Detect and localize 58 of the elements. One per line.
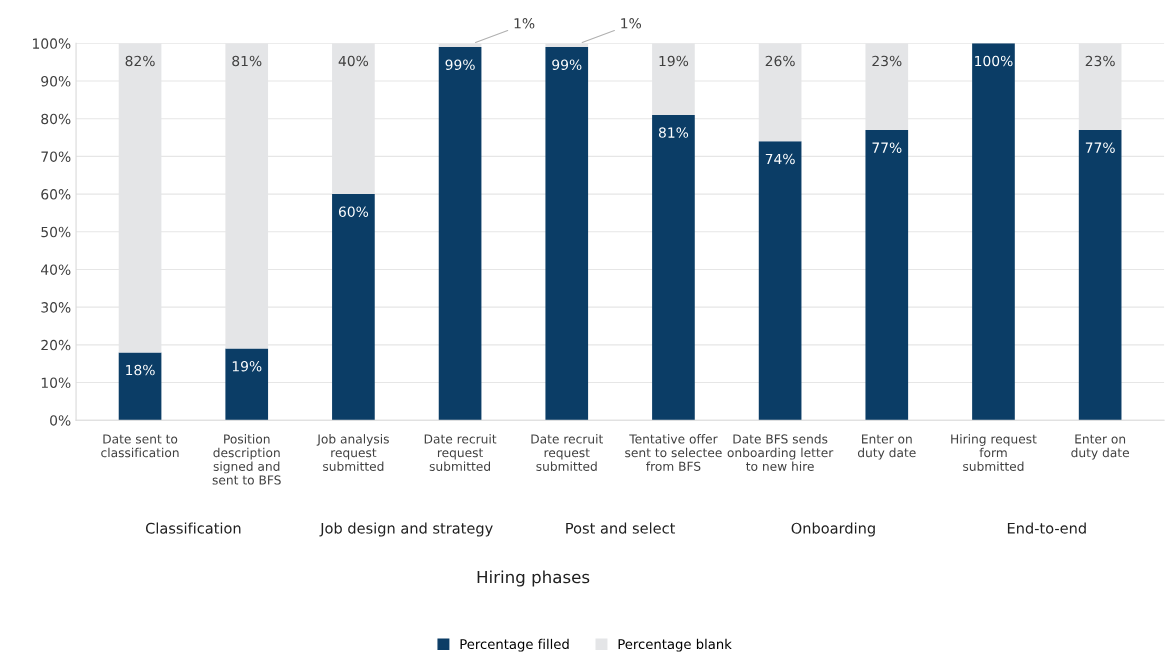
x-tick-label: Date sent to classification [101,434,179,458]
bar [865,130,909,421]
data-label: 100% [975,55,1013,67]
x-tick-label: Position description signed and sent to BFS [212,434,281,485]
y-tick-label: 10% [41,377,71,388]
data-label: 40% [338,55,369,67]
data-label: 23% [872,55,902,67]
data-label: 1% [621,18,642,29]
text: End-to-end [1007,522,1086,534]
bar [758,141,802,421]
y-tick-label: 30% [41,302,71,313]
x-tick-label: Job analysis request submitted [316,434,389,471]
data-label: 26% [765,55,795,67]
bar [545,47,589,421]
x-tick-label: Hiring request form submitted [951,434,1037,471]
data-label: 99% [552,59,582,70]
bar [118,352,162,421]
bar [652,114,695,421]
x-tick-label: Enter on duty date [1071,434,1129,460]
x-tick-label: Tentative offer sent to selectee from BFS [625,434,722,471]
legend-label: Percentage blank [618,638,732,652]
legend-label: Percentage filled [460,638,569,652]
data-label: 18% [126,364,155,376]
y-tick-label: 100% [33,38,71,49]
y-tick-label: 60% [41,189,71,200]
x-tick-label: Date recruit request submitted [424,434,497,471]
data-label: 77% [872,142,902,153]
text: Post and select [566,522,676,534]
data-label: 77% [1085,142,1115,153]
data-label: 60% [338,206,369,217]
bar [1078,130,1122,421]
x-tick-label: Date recruit request submitted [531,434,603,471]
y-tick-label: 90% [41,76,71,87]
bar [332,194,375,421]
data-label: 19% [659,55,689,67]
bar [225,348,269,421]
bar [972,43,1015,421]
data-label: 81% [232,55,262,67]
data-label: 99% [445,59,475,70]
data-label: 74% [765,153,795,165]
bar [438,47,482,421]
text: Hiring phases [477,570,590,587]
data-label: 81% [658,127,689,138]
y-tick-label: 70% [41,151,71,162]
y-tick-label: 40% [41,264,71,275]
data-label: 1% [514,18,535,29]
data-label: 82% [125,55,155,67]
y-tick-label: 0% [50,415,71,426]
data-label: 23% [1085,55,1115,67]
data-label: 19% [232,360,262,372]
x-tick-label: Enter on duty date [857,434,916,460]
y-tick-label: 80% [41,113,71,125]
text: Onboarding [791,522,875,537]
y-tick-label: 20% [41,339,71,351]
x-tick-label: Date BFS sends onboarding letter to new hire [727,434,834,471]
text: Classification [145,522,241,534]
y-tick-label: 50% [41,226,71,238]
text: Job design and strategy [319,522,493,537]
